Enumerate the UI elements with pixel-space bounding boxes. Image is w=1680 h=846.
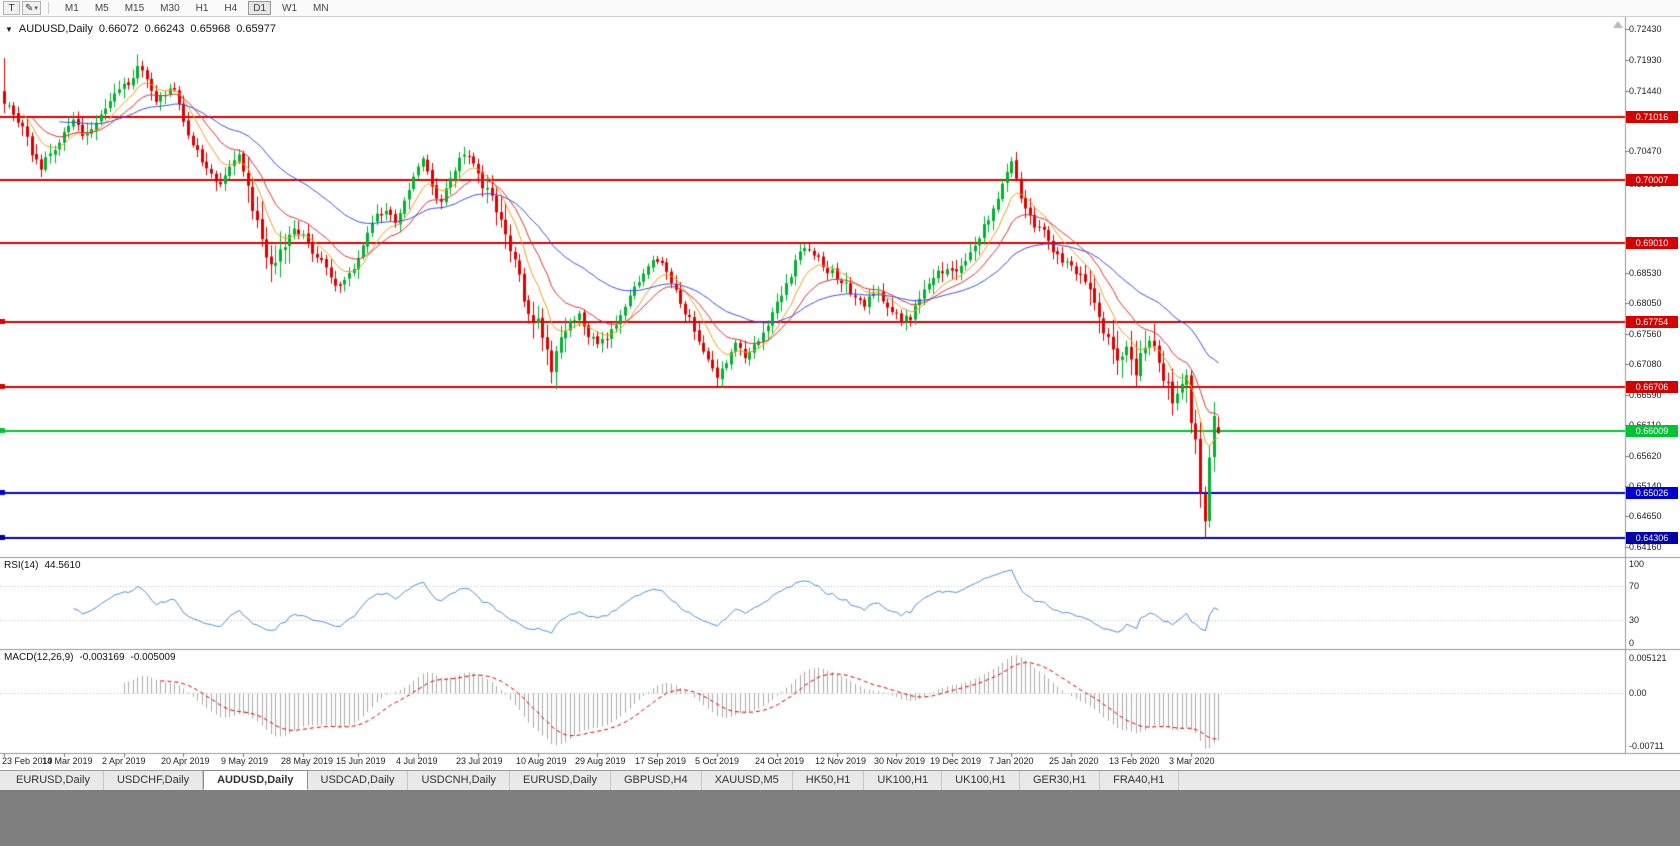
chart-area: ▼ AUDUSD,Daily 0.66072 0.66243 0.65968 0… xyxy=(0,17,1680,770)
timeframe-h1-button[interactable]: H1 xyxy=(195,3,209,14)
date-axis-label: 10 Aug 2019 xyxy=(516,756,567,766)
date-axis-label: 14 Mar 2019 xyxy=(42,756,93,766)
macd-pane-label: MACD(12,26,9) -0.003169 -0.005009 xyxy=(4,652,176,663)
price-axis-label: 0.71440 xyxy=(1629,85,1662,96)
date-axis-label: 23 Feb 2019 xyxy=(2,756,53,766)
quote-close: 0.65977 xyxy=(236,23,276,35)
price-axis-label: 0.64160 xyxy=(1629,542,1662,553)
price-axis-label: 0.70470 xyxy=(1629,146,1662,157)
date-axis-label: 25 Jan 2020 xyxy=(1049,756,1099,766)
collapse-arrow-icon: ▼ xyxy=(5,24,13,34)
timeframe-m5-button[interactable]: M5 xyxy=(94,3,109,14)
date-axis-label: 17 Sep 2019 xyxy=(635,756,687,766)
rsi-axis-label: 0 xyxy=(1629,638,1635,648)
price-line-tag[interactable]: 0.67754 xyxy=(1626,316,1678,328)
date-axis-label: 30 Nov 2019 xyxy=(874,756,926,766)
date-axis-label: 13 Feb 2020 xyxy=(1109,756,1160,766)
price-line-tag[interactable]: 0.65026 xyxy=(1626,487,1678,499)
chart-tab-hk50-h1[interactable]: HK50,H1 xyxy=(792,771,865,790)
symbol-label: AUDUSD,Daily xyxy=(18,23,93,35)
window-bottom xyxy=(0,790,1680,846)
chart-tab-xauusd-m5[interactable]: XAUUSD,M5 xyxy=(701,771,793,790)
date-axis-label: 24 Oct 2019 xyxy=(755,756,805,766)
date-axis-label: 12 Nov 2019 xyxy=(815,756,867,766)
date-axis-label: 19 Dec 2019 xyxy=(930,756,982,766)
macd-axis-label: 0.005121 xyxy=(1629,653,1667,663)
macd-axis-label: 0.00 xyxy=(1629,688,1647,699)
price-axis-label: 0.65140 xyxy=(1629,480,1662,491)
toolbar-separator xyxy=(47,2,49,14)
chart-tab-eurusd-daily[interactable]: EURUSD,Daily xyxy=(3,771,104,790)
rsi-axis-label: 70 xyxy=(1629,581,1640,592)
chart-tab-fra40-h1[interactable]: FRA40,H1 xyxy=(1100,771,1179,790)
quote-high: 0.66243 xyxy=(144,23,185,35)
price-line-tag[interactable]: 0.69010 xyxy=(1626,237,1678,249)
price-axis-label: 0.71930 xyxy=(1629,54,1662,65)
chart-tab-usdcnh-daily[interactable]: USDCNH,Daily xyxy=(408,771,511,790)
chart-tab-usdcad-daily[interactable]: USDCAD,Daily xyxy=(307,771,409,790)
chart-tabbar: EURUSD,Daily USDCHF,Daily AUDUSD,Daily USDC… xyxy=(0,770,1680,790)
rsi-indicator-value: 44.5610 xyxy=(44,560,81,571)
price-chart-canvas[interactable] xyxy=(0,17,1680,770)
date-axis-label: 29 Aug 2019 xyxy=(575,756,626,766)
chevron-down-icon: ▾ xyxy=(34,5,38,12)
timeframe-mn-button[interactable]: MN xyxy=(313,3,329,14)
chart-legend: ▼ AUDUSD,Daily 0.66072 0.66243 0.65968 0… xyxy=(5,23,276,35)
date-axis-label: 15 Jun 2019 xyxy=(336,756,386,766)
timeframe-m1-button[interactable]: M1 xyxy=(64,3,79,14)
price-line-tag[interactable]: 0.70007 xyxy=(1626,174,1678,186)
price-axis-label: 0.66110 xyxy=(1629,420,1661,431)
date-axis-label: 5 Oct 2019 xyxy=(695,756,740,766)
date-axis-label: 9 May 2019 xyxy=(221,756,269,766)
price-line-tag[interactable]: 0.66706 xyxy=(1626,381,1678,393)
timeframe-m30-button[interactable]: M30 xyxy=(160,3,180,14)
chart-tab-eurusd-daily[interactable]: EURUSD,Daily xyxy=(510,771,611,790)
macd-indicator-name: MACD(12,26,9) xyxy=(4,652,74,663)
price-axis-label: 0.68530 xyxy=(1629,268,1662,279)
chart-tab-usdchf-daily[interactable]: USDCHF,Daily xyxy=(103,771,204,790)
price-line-tag[interactable]: 0.71016 xyxy=(1626,111,1678,123)
price-axis-label: 0.67560 xyxy=(1629,328,1662,339)
chart-tab-audusd-daily[interactable]: AUDUSD,Daily xyxy=(203,770,308,790)
macd-axis-label: -0.00711 xyxy=(1629,741,1664,751)
rsi-indicator-name: RSI(14) xyxy=(4,560,39,571)
chart-tab-ger30-h1[interactable]: GER30,H1 xyxy=(1019,771,1101,790)
price-axis-label: 0.66590 xyxy=(1629,389,1662,400)
chart-tab-uk100-h1[interactable]: UK100,H1 xyxy=(864,771,943,790)
date-axis-label: 28 May 2019 xyxy=(281,756,334,766)
timeframe-d1-button[interactable]: D1 xyxy=(248,1,272,15)
rsi-pane-label: RSI(14) 44.5610 xyxy=(4,560,81,571)
rsi-axis-label: 100 xyxy=(1629,559,1645,569)
rsi-axis-label: 30 xyxy=(1629,614,1640,625)
date-axis-label: 3 Mar 2020 xyxy=(1169,756,1215,766)
timeframe-h4-button[interactable]: H4 xyxy=(224,3,238,14)
date-axis-label: 2 Apr 2019 xyxy=(102,756,146,766)
price-line-tag[interactable]: 0.64306 xyxy=(1626,532,1678,544)
pencil-icon: ✎ xyxy=(25,2,34,14)
timeframe-group: M1 M5 M15 M30 H1 H4 D1 W1 MN xyxy=(60,1,334,15)
macd-signal-value: -0.005009 xyxy=(130,652,176,663)
price-axis-label: 0.72430 xyxy=(1629,23,1662,34)
chart-tab-gbpusd-h4[interactable]: GBPUSD,H4 xyxy=(611,771,702,790)
date-axis-label: 23 Jul 2019 xyxy=(456,756,503,766)
price-axis-label: 0.68050 xyxy=(1629,298,1662,309)
price-axis-label: 0.65620 xyxy=(1629,450,1662,461)
timeframe-w1-button[interactable]: W1 xyxy=(282,3,298,14)
quote-low: 0.65968 xyxy=(190,23,231,35)
macd-main-value: -0.003169 xyxy=(79,652,125,663)
quote-open: 0.66072 xyxy=(98,23,139,35)
chart-tab-uk100-h1[interactable]: UK100,H1 xyxy=(942,771,1020,790)
date-axis-label: 7 Jan 2020 xyxy=(989,756,1034,766)
price-axis-label: 0.67080 xyxy=(1629,359,1662,369)
pointer-tool-button[interactable]: T xyxy=(3,1,20,15)
price-axis-label: 0.64650 xyxy=(1629,511,1662,522)
date-axis-label: 20 Apr 2019 xyxy=(161,756,210,766)
date-axis-label: 4 Jul 2019 xyxy=(396,756,438,766)
draw-tool-button[interactable]: ✎ ▾ xyxy=(22,1,41,15)
timeframe-m15-button[interactable]: M15 xyxy=(124,3,145,14)
price-line-tag[interactable]: 0.66009 xyxy=(1626,425,1678,437)
toolbar: T ✎ ▾ M1 M5 M15 M30 H1 H4 D1 W1 MN xyxy=(0,0,1680,17)
